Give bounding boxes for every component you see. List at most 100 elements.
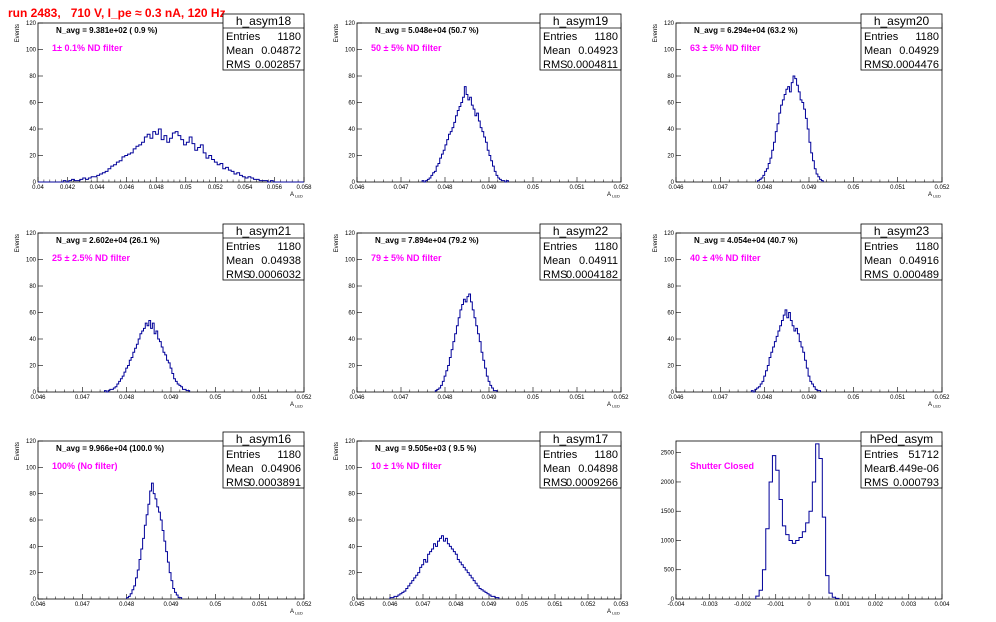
x-tick-label: 0.052 <box>613 395 629 401</box>
stats-box-frame <box>222 431 305 489</box>
x-tick-label: 0.047 <box>713 395 729 401</box>
stats-value: 0.04938 <box>261 255 301 267</box>
y-tick-label: 0 <box>33 180 37 186</box>
x-tick-label: 0.046 <box>668 395 684 401</box>
x-tick-label: 0.044 <box>90 185 106 191</box>
histogram-name: h_asym16 <box>236 432 292 446</box>
stats-value: 0.0003891 <box>249 477 301 489</box>
x-tick-label: 0.052 <box>296 395 312 401</box>
stats-value: 1180 <box>594 241 618 253</box>
x-tick-label: 0.001 <box>835 602 851 608</box>
filter-label: 100% (No filter) <box>52 461 118 471</box>
filter-label: 79 ± 5% ND filter <box>371 253 442 263</box>
y-axis-label: Events <box>15 234 21 252</box>
y-tick-label: 100 <box>26 258 37 264</box>
x-tick-label: 0.046 <box>119 185 135 191</box>
stats-value: 0.0004182 <box>566 269 618 281</box>
y-tick-label: 100 <box>345 465 356 471</box>
stats-box-frame <box>860 431 943 489</box>
x-tick-label: 0.05 <box>527 395 539 401</box>
y-tick-label: 60 <box>29 101 36 107</box>
filter-label: 1± 0.1% ND filter <box>52 43 123 53</box>
x-tick-label: 0.053 <box>613 602 629 608</box>
filter-label: 50 ± 5% ND filter <box>371 43 442 53</box>
y-tick-label: 40 <box>29 127 36 133</box>
x-tick-label: 0.047 <box>415 602 431 608</box>
stats-box: h_asym20 Entries 1180 Mean 0.04929 RMS0.00044… <box>860 13 943 71</box>
x-tick-label: 0.046 <box>382 602 398 608</box>
y-tick-label: 100 <box>664 258 675 264</box>
stats-box: h_asym21 Entries 1180 Mean 0.04938 RMS0.00060… <box>222 223 305 281</box>
x-tick-label: 0.05 <box>180 185 192 191</box>
navg-label: N_avg = 9.505e+03 ( 9.5 %) <box>375 444 477 453</box>
y-tick-label: 80 <box>667 284 674 290</box>
stats-box-frame <box>860 13 943 71</box>
stats-value: 1180 <box>594 449 618 461</box>
x-tick-label: 0.046 <box>30 602 46 608</box>
x-axis-label: A LED <box>607 192 620 199</box>
stats-value: 0.04898 <box>578 463 618 475</box>
stats-key: RMS <box>543 269 567 281</box>
y-axis-label: Events <box>334 24 340 42</box>
stats-key: Mean <box>864 255 892 267</box>
y-tick-label: 80 <box>667 74 674 80</box>
y-axis-label: Events <box>334 234 340 252</box>
x-tick-label: 0.048 <box>437 185 453 191</box>
x-tick-label: 0.051 <box>569 185 585 191</box>
y-tick-label: 60 <box>667 311 674 317</box>
x-tick-label: 0.048 <box>757 185 773 191</box>
histogram-name: h_asym18 <box>236 14 292 28</box>
stats-key: RMS <box>226 59 250 71</box>
x-tick-label: 0.004 <box>934 602 950 608</box>
filter-label: 40 ± 4% ND filter <box>690 253 761 263</box>
x-tick-label: 0.04 <box>32 185 44 191</box>
x-axis-label: A LED <box>607 609 620 616</box>
histogram-name: h_asym22 <box>553 224 609 238</box>
x-axis-label: A LED <box>290 402 303 409</box>
histogram-panel-h_asym19: 0.046 0.047 0.048 0.049 0.05 0.051 0.052 0 20 40 6… <box>334 13 629 199</box>
x-tick-label: 0.056 <box>267 185 283 191</box>
stats-key: RMS <box>543 59 567 71</box>
stats-box-frame <box>222 223 305 281</box>
y-axis-label: Events <box>334 442 340 460</box>
stats-box: h_asym19 Entries 1180 Mean 0.04923 RMS 0.00048… <box>539 13 622 71</box>
x-tick-label: 0.05 <box>527 185 539 191</box>
y-tick-label: 20 <box>29 364 36 370</box>
histogram-name: h_asym19 <box>553 14 609 28</box>
stats-value: 0.04916 <box>899 255 939 267</box>
stats-value: 0.04906 <box>261 463 301 475</box>
y-tick-label: 2500 <box>661 451 675 457</box>
y-tick-label: 120 <box>345 231 356 237</box>
stats-value: 0.04923 <box>578 45 618 57</box>
x-tick-label: -0.003 <box>701 602 719 608</box>
x-tick-label: 0.048 <box>757 395 773 401</box>
y-tick-label: 120 <box>26 439 37 445</box>
histogram-name: h_asym23 <box>874 224 930 238</box>
filter-label: Shutter Closed <box>690 461 754 471</box>
filter-label: 10 ± 1% ND filter <box>371 461 442 471</box>
x-tick-label: 0.048 <box>119 602 135 608</box>
x-tick-label: 0.051 <box>252 395 268 401</box>
y-tick-label: 0 <box>352 180 356 186</box>
x-tick-label: 0.046 <box>668 185 684 191</box>
y-tick-label: 80 <box>29 284 36 290</box>
y-tick-label: 20 <box>29 571 36 577</box>
x-tick-label: 0.049 <box>163 395 179 401</box>
x-tick-label: 0.047 <box>393 395 409 401</box>
y-tick-label: 100 <box>664 48 675 54</box>
histogram-line-h_asym23 <box>750 309 822 393</box>
x-tick-label: 0.05 <box>847 185 859 191</box>
stats-key: Entries <box>226 31 261 43</box>
y-tick-label: 100 <box>345 258 356 264</box>
stats-box: h_asym22 Entries 1180 Mean 0.04911 RMS0.00041… <box>539 223 622 281</box>
stats-value: 0.0004811 <box>567 59 618 71</box>
x-tick-label: -0.001 <box>767 602 785 608</box>
stats-key: Mean <box>543 463 571 475</box>
stats-box-frame <box>539 13 622 71</box>
stats-value: 1180 <box>915 31 939 43</box>
y-tick-label: 60 <box>667 101 674 107</box>
stats-key: Entries <box>543 449 578 461</box>
x-tick-label: 0.042 <box>60 185 76 191</box>
x-tick-label: 0.051 <box>569 395 585 401</box>
